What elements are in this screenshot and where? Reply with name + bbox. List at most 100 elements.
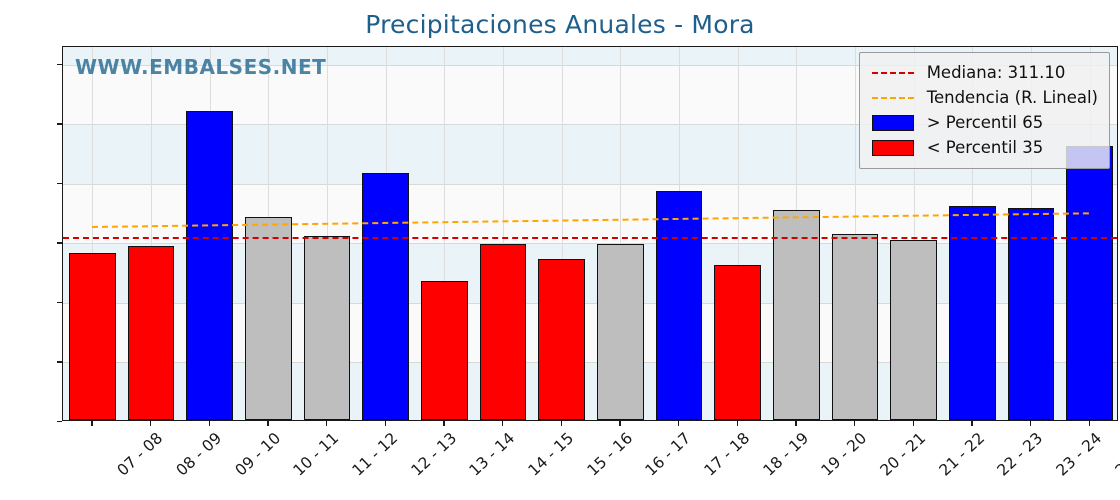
gridline-vertical [151, 47, 152, 420]
bar-24-25[interactable] [1066, 145, 1114, 420]
background-band [63, 243, 1117, 303]
x-tick-label: 19 - 20 [818, 429, 871, 480]
x-tick-mark [560, 421, 563, 426]
gridline-horizontal [63, 243, 1117, 245]
x-tick-mark [502, 421, 504, 426]
gridline-vertical [855, 47, 856, 420]
x-tick-mark [150, 421, 152, 426]
bar-13-14[interactable] [420, 280, 468, 420]
x-tick-label: 24 - 25 [1111, 429, 1120, 480]
bar-23-24[interactable] [1007, 207, 1055, 420]
x-tick-label: 12 - 13 [407, 429, 460, 480]
bar-15-16[interactable] [538, 258, 586, 420]
legend-dash-icon [871, 71, 914, 74]
bar-08-09[interactable] [127, 246, 175, 420]
bar-22-23[interactable] [948, 206, 996, 420]
bar-19-20[interactable] [772, 209, 820, 420]
x-tick-label: 13 - 14 [466, 429, 519, 480]
bar-16-17[interactable] [596, 243, 644, 420]
chart-legend: Mediana: 311.10 Tendencia (R. Lineal) > Pe… [858, 52, 1110, 169]
bar-14-15[interactable] [479, 244, 527, 420]
gridline-vertical [503, 47, 504, 420]
legend-item[interactable]: > Percentil 65 [871, 110, 1098, 135]
gridline-vertical [444, 47, 446, 420]
bar-20-21[interactable] [831, 234, 879, 420]
x-tick-mark [443, 421, 445, 426]
chart-title: Precipitaciones Anuales - Mora [365, 10, 755, 39]
x-tick-mark [267, 421, 269, 426]
legend-key [871, 114, 915, 131]
bar-18-19[interactable] [714, 264, 762, 420]
bar-10-11[interactable] [244, 217, 292, 420]
trend-line [92, 212, 1090, 229]
gridline-horizontal [63, 183, 1117, 185]
x-tick-label: 09 - 10 [231, 429, 284, 480]
x-tick-label: 10 - 11 [290, 429, 343, 480]
gridline-vertical [913, 47, 915, 420]
bar-21-22[interactable] [890, 239, 938, 420]
median-line [63, 236, 1117, 239]
x-tick-mark [326, 421, 328, 426]
x-tick-mark [619, 421, 621, 426]
x-tick-label: 23 - 24 [1052, 429, 1106, 480]
y-tick-mark [57, 301, 62, 304]
x-tick-label: 22 - 23 [994, 429, 1047, 480]
legend-patch-icon [871, 114, 914, 131]
x-tick-mark [208, 421, 211, 426]
legend-label: Mediana: 311.10 [926, 63, 1066, 82]
x-tick-mark [384, 421, 387, 426]
gridline-horizontal [63, 124, 1117, 126]
legend-item[interactable]: < Percentil 35 [871, 135, 1098, 160]
y-tick-mark [57, 421, 62, 423]
legend-key [871, 96, 915, 99]
x-tick-label: 11 - 12 [348, 429, 402, 480]
x-tick-label: 14 - 15 [524, 429, 578, 480]
bar-07-08[interactable] [68, 252, 116, 420]
y-tick-mark [57, 123, 62, 125]
y-tick-mark [57, 63, 62, 66]
gridline-vertical [92, 47, 94, 420]
x-tick-mark [971, 421, 973, 426]
gridline-horizontal [63, 362, 1117, 364]
y-tick-mark [57, 242, 62, 244]
bar-12-13[interactable] [362, 172, 410, 420]
gridline-vertical [561, 47, 563, 420]
gridline-horizontal [63, 64, 1117, 66]
x-tick-label: 17 - 18 [700, 429, 754, 480]
legend-key [871, 71, 915, 74]
legend-patch-icon [871, 139, 914, 156]
x-tick-mark [795, 421, 797, 426]
legend-item[interactable]: Tendencia (R. Lineal) [871, 85, 1098, 110]
legend-label: < Percentil 35 [926, 138, 1044, 157]
x-tick-label: 08 - 09 [172, 429, 226, 480]
x-tick-label: 21 - 22 [935, 429, 988, 480]
x-tick-mark [678, 421, 680, 426]
y-tick-mark [57, 182, 62, 185]
gridline-vertical [737, 47, 739, 420]
x-tick-mark [1030, 421, 1032, 426]
bar-09-10[interactable] [186, 111, 234, 420]
gridline-vertical [620, 47, 622, 420]
x-tick-mark [854, 421, 856, 426]
gridline-horizontal [63, 302, 1117, 304]
x-tick-label: 20 - 21 [876, 429, 930, 480]
x-tick-label: 16 - 17 [642, 429, 695, 480]
legend-item[interactable]: Mediana: 311.10 [871, 60, 1098, 85]
x-tick-mark [91, 421, 93, 426]
y-tick-mark [57, 361, 62, 363]
gridline-vertical [327, 47, 328, 420]
x-tick-label: 15 - 16 [583, 429, 636, 480]
x-tick-label: 18 - 19 [759, 429, 812, 480]
x-tick-mark [736, 421, 739, 426]
bar-11-12[interactable] [303, 236, 351, 420]
legend-key [871, 139, 915, 156]
background-band [63, 47, 1117, 65]
x-tick-label: 07 - 08 [114, 429, 167, 480]
background-band [63, 362, 1117, 420]
legend-label: > Percentil 65 [926, 113, 1044, 132]
legend-label: Tendencia (R. Lineal) [926, 88, 1098, 107]
x-tick-mark [1088, 421, 1091, 426]
bar-17-18[interactable] [655, 190, 703, 420]
x-tick-mark [912, 421, 915, 426]
